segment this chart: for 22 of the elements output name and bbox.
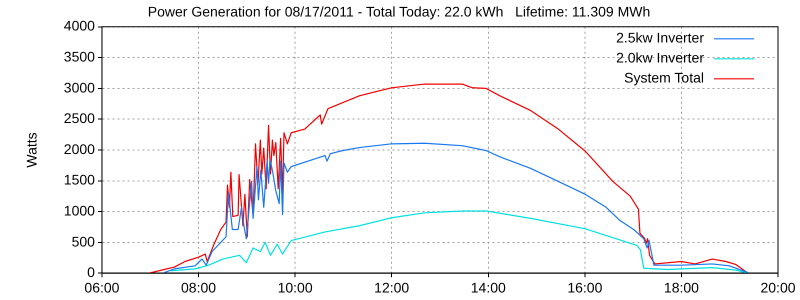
x-tick-label: 10:00	[278, 279, 313, 296]
y-tick-label: 3000	[64, 79, 96, 96]
x-tick-label: 18:00	[664, 279, 700, 296]
x-tick-label: 16:00	[567, 279, 603, 296]
y-tick-label: 0	[87, 264, 96, 280]
y-tick-label: 500	[72, 233, 96, 250]
y-tick-label: 2000	[64, 140, 96, 157]
y-tick-label: 1500	[64, 172, 96, 188]
y-tick-label: 4000	[64, 18, 96, 34]
y-tick-label: 3500	[64, 48, 96, 64]
x-tick-label: 20:00	[760, 279, 796, 296]
legend-label: 2.5kw Inverter	[616, 30, 704, 46]
legend-label: 2.0kw Inverter	[616, 50, 704, 66]
chart-title: Power Generation for 08/17/2011 - Total Today: 22.0 kWh Lifetime: 11.309 MWh	[148, 3, 650, 20]
y-tick-label: 1000	[64, 202, 96, 218]
y-axis-title: Watts	[23, 132, 40, 168]
legend-label: System Total	[624, 70, 704, 86]
x-tick-label: 08:00	[181, 279, 216, 296]
x-tick-label: 06:00	[84, 279, 120, 296]
x-tick-label: 12:00	[374, 279, 410, 296]
x-tick-label: 14:00	[470, 279, 506, 296]
y-tick-label: 2500	[64, 110, 96, 126]
